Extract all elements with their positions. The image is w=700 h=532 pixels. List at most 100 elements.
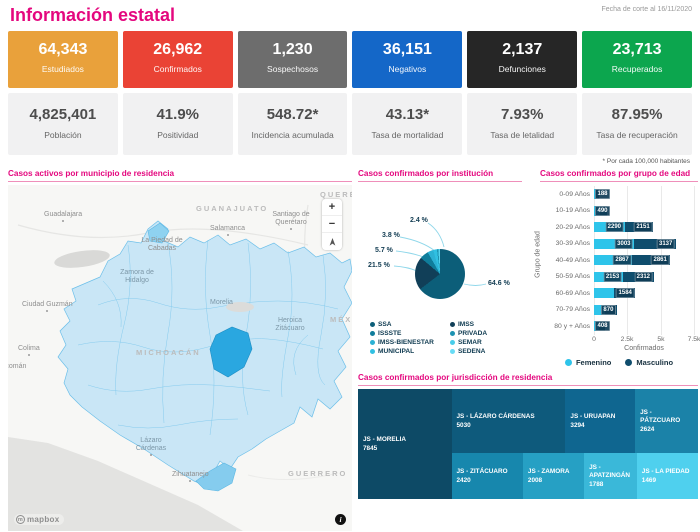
map-label-zihuatanejo: Zihuatanejo: [172, 471, 209, 482]
x-tick: 0: [592, 335, 596, 343]
pie-legend-item[interactable]: SEDENA: [449, 348, 487, 355]
age-legend-label: Masculino: [636, 357, 674, 367]
map-label-morelia: Morelia: [210, 299, 233, 306]
rate-label: Positividad: [157, 130, 199, 140]
treemap-node[interactable]: JS - PÁTZCUARO 2624: [635, 389, 698, 453]
stat-label: Sospechosos: [267, 64, 319, 74]
masculino-value-label: 408: [595, 321, 611, 332]
rate-value: 43.13*: [385, 106, 430, 123]
masculino-value-label: 2861: [651, 255, 670, 266]
treemap-node-value: 1469: [641, 476, 657, 484]
treemap-node-name: JS - LA PIEDAD: [641, 468, 690, 476]
pie-legend-label: SSA: [378, 321, 392, 328]
age-section-title: Casos confirmados por grupo de edad: [540, 169, 698, 182]
legend-dot: [370, 331, 375, 336]
pie-legend-item[interactable]: SSA: [370, 321, 434, 328]
stat-card: 36,151 Negativos: [352, 31, 463, 88]
map-label-michoacan: MICHOACÁN: [136, 348, 201, 357]
treemap-node[interactable]: JS - ZITÁCUARO 2420: [451, 452, 523, 499]
age-legend-label: Femenino: [575, 357, 612, 367]
pie-legend-item[interactable]: MUNICIPAL: [370, 348, 434, 355]
right-column: Casos confirmados por institución SSA ISS…: [358, 169, 700, 531]
treemap-node[interactable]: JS - LA PIEDAD 1469: [636, 452, 698, 499]
masculino-value-label: 2312: [634, 271, 653, 282]
map-label-mexico-state: MÉXI: [330, 315, 352, 324]
age-bar-row: 10-19 Años 490: [540, 203, 698, 220]
treemap-node-value: 5030: [456, 421, 471, 429]
map-label-salamanca: Salamanca: [210, 225, 245, 236]
map-label-queretaro-state: QUERÉ: [320, 190, 352, 199]
age-bar-track: 188: [594, 189, 694, 200]
zoom-out-button[interactable]: −: [322, 216, 342, 233]
pie-legend-item[interactable]: SEMAR: [449, 339, 487, 346]
rate-cards: 4,825,401 Población 41.9% Positividad 548.72…: [8, 93, 692, 155]
legend-dot: [370, 322, 375, 327]
masculino-value-label: 490: [595, 205, 611, 216]
legend-dot: [449, 331, 455, 336]
pie-legend-item[interactable]: IMSS-BIENESTAR: [370, 339, 434, 346]
treemap-node[interactable]: JS - LÁZARO CÁRDENAS 5030: [451, 389, 566, 453]
pie-legend-item[interactable]: PRIVADA: [449, 330, 487, 337]
stat-card: 1,230 Sospechosos: [237, 31, 348, 88]
institution-pie-chart[interactable]: [415, 249, 465, 299]
age-group-label: 80 y + Años: [554, 322, 590, 330]
stat-card: 26,962 Confirmados: [122, 31, 233, 88]
treemap-node-name: JS - LÁZARO CÁRDENAS: [456, 413, 535, 421]
pie-chart-area: SSA ISSSTE IMSS-BIENESTAR MUNICIPAL IMSS PRIV…: [358, 185, 522, 367]
rate-value: 548.72*: [266, 106, 319, 123]
treemap-node-value: 2624: [640, 425, 655, 433]
rate-value: 41.9%: [156, 106, 200, 123]
treemap-node[interactable]: JS - MORELIA 7845: [358, 389, 452, 499]
stat-card: 23,713 Recuperados: [582, 31, 692, 88]
age-bar-track: 870: [594, 304, 694, 315]
masculino-value-label: 870: [600, 304, 616, 315]
rate-label: Tasa de letalidad: [490, 130, 555, 140]
treemap-node-name: JS - MORELIA: [363, 436, 406, 444]
treemap-node[interactable]: JS - ZAMORA 2008: [522, 452, 585, 499]
rate-card: 87.95% Tasa de recuperación: [582, 93, 692, 155]
age-bar-row: 0-09 Años 188: [540, 186, 698, 203]
pie-legend-item[interactable]: ISSSTE: [370, 330, 434, 337]
mapbox-logo[interactable]: m mapbox: [14, 514, 65, 525]
pie-legend-label: IMSS-BIENESTAR: [378, 339, 434, 346]
pie-slice-label: 2.4 %: [410, 217, 428, 224]
treemap-node[interactable]: JS - APATZINGÁN 1788: [584, 452, 637, 499]
compass-button[interactable]: [322, 233, 342, 250]
pie-legend-item[interactable]: IMSS: [449, 321, 487, 328]
la-piedad-municipality[interactable]: [147, 222, 170, 244]
legend-dot: [449, 340, 455, 345]
age-legend-item[interactable]: Femenino: [564, 357, 612, 367]
stat-card: 64,343 Estudiados: [8, 31, 118, 88]
pie-slice-label: 3.8 %: [382, 232, 400, 239]
stat-label: Confirmados: [153, 64, 202, 74]
treemap-section: Casos confirmados por jurisdicción de re…: [358, 373, 698, 499]
rate-value: 87.95%: [611, 106, 663, 123]
choropleth-map[interactable]: Guadalajara GUANAJUATO Salamanca Santiag…: [8, 185, 352, 531]
age-bar-track: 2153 2312: [594, 271, 694, 282]
x-tick: 7.5k: [687, 335, 700, 343]
age-group-label: 20-29 Años: [555, 223, 590, 231]
age-legend: Femenino Masculino: [540, 358, 698, 367]
map-attribution-icon[interactable]: i: [335, 514, 346, 525]
treemap-node-name: JS - APATZINGÁN: [589, 464, 631, 479]
zoom-in-button[interactable]: +: [322, 199, 342, 216]
treemap-node[interactable]: JS - URUAPAN 3294: [565, 389, 636, 453]
age-group-label: 70-79 Años: [555, 306, 590, 314]
rate-card: 548.72* Incidencia acumulada: [237, 93, 348, 155]
stat-value: 26,962: [153, 41, 203, 58]
page-title: Información estatal: [10, 5, 176, 25]
michoacan-state-shape[interactable]: [57, 220, 352, 490]
age-bar-section: Casos confirmados por grupo de edad Grup…: [526, 169, 700, 367]
age-legend-item[interactable]: Masculino: [625, 358, 673, 367]
treemap-section-title: Casos confirmados por jurisdicción de re…: [358, 373, 698, 386]
morelia-municipality[interactable]: [209, 326, 253, 378]
treemap-node-value: 3294: [570, 421, 585, 429]
stat-label: Negativos: [388, 64, 427, 74]
lazaro-cardenas-municipality[interactable]: [195, 462, 237, 492]
masculino-value-label: 188: [595, 189, 611, 200]
masculino-value-label: 1584: [616, 288, 635, 299]
lake-chapala: [54, 250, 110, 268]
map-label-zitacuaro: Heroica Zitácuaro: [275, 317, 305, 333]
age-group-label: 10-19 Años: [555, 207, 590, 215]
rate-card: 4,825,401 Población: [8, 93, 118, 155]
